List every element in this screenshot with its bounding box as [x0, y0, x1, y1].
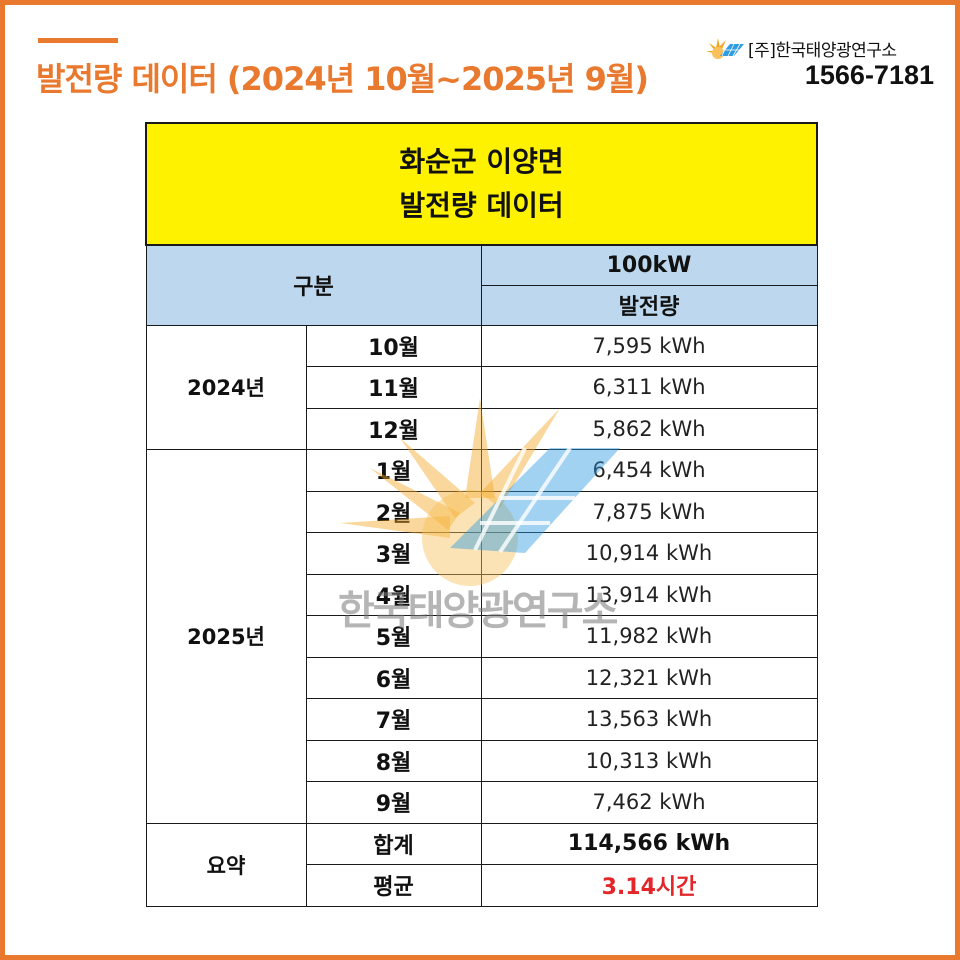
header-generation: 발전량	[480, 284, 818, 326]
month-cell: 8월	[305, 739, 482, 782]
sun-solar-panel-icon	[706, 38, 744, 59]
table-row: 12월 5,862 kWh	[146, 407, 818, 450]
total-label: 합계	[305, 822, 482, 865]
average-label: 평균	[305, 864, 482, 907]
value-cell: 7,595 kWh	[480, 324, 818, 367]
month-cell: 10월	[305, 324, 482, 367]
average-value: 3.14시간	[480, 864, 818, 907]
brand-block: [주]한국태양광연구소 1566-7181	[704, 34, 934, 94]
month-cell: 6월	[305, 656, 482, 699]
table-title-line1: 화순군 이양면	[399, 145, 564, 178]
value-cell: 11,982 kWh	[480, 615, 818, 658]
month-cell: 12월	[305, 407, 482, 450]
header-category: 구분	[145, 244, 482, 326]
value-cell: 12,321 kWh	[480, 656, 818, 699]
month-cell: 1월	[305, 449, 482, 492]
value-cell: 10,914 kWh	[480, 532, 818, 575]
value-cell: 5,862 kWh	[480, 407, 818, 450]
month-cell: 9월	[305, 781, 482, 824]
value-cell: 13,914 kWh	[480, 573, 818, 616]
year-cell-2025: 2025년	[145, 449, 307, 824]
brand-phone: 1566-7181	[804, 60, 934, 90]
table-row: 3월 10,914 kWh	[146, 532, 818, 575]
value-cell: 10,313 kWh	[480, 739, 818, 782]
table-row: 8월 10,313 kWh	[146, 739, 818, 782]
table-title: 화순군 이양면 발전량 데이터	[145, 122, 818, 246]
value-cell: 7,875 kWh	[480, 490, 818, 533]
summary-row-total: 요약 합계 114,566 kWh	[145, 822, 818, 907]
month-cell: 3월	[305, 532, 482, 575]
page-title: 발전량 데이터 (2024년 10월~2025년 9월)	[36, 60, 649, 98]
table-row: 2025년 1월 6,454 kWh	[145, 449, 818, 824]
month-cell: 7월	[305, 698, 482, 741]
month-cell: 4월	[305, 573, 482, 616]
month-cell: 11월	[305, 366, 482, 409]
table-row: 11월 6,311 kWh	[146, 366, 818, 409]
value-cell: 13,563 kWh	[480, 698, 818, 741]
table-row: 2024년 10월 7,595 kWh	[145, 324, 818, 450]
table-row: 4월 13,914 kWh	[146, 573, 818, 616]
value-cell: 6,454 kWh	[480, 449, 818, 492]
total-value: 114,566 kWh	[480, 822, 818, 865]
table-row: 9월 7,462 kWh	[146, 781, 818, 824]
month-cell: 5월	[305, 615, 482, 658]
header-capacity: 100kW	[480, 244, 818, 286]
summary-row-average: 평균 3.14시간	[146, 864, 818, 907]
year-cell-2024: 2024년	[145, 324, 307, 450]
table-row: 7월 13,563 kWh	[146, 698, 818, 741]
month-cell: 2월	[305, 490, 482, 533]
brand-name: [주]한국태양광연구소	[748, 41, 897, 61]
value-cell: 6,311 kWh	[480, 366, 818, 409]
generation-table: 화순군 이양면 발전량 데이터 구분 100kW 발전량 2024년 10월 7…	[145, 122, 818, 907]
summary-label: 요약	[145, 822, 307, 907]
title-accent-bar	[38, 38, 118, 43]
table-row: 6월 12,321 kWh	[146, 656, 818, 699]
value-cell: 7,462 kWh	[480, 781, 818, 824]
table-title-line2: 발전량 데이터	[399, 189, 564, 222]
table-row: 5월 11,982 kWh	[146, 615, 818, 658]
